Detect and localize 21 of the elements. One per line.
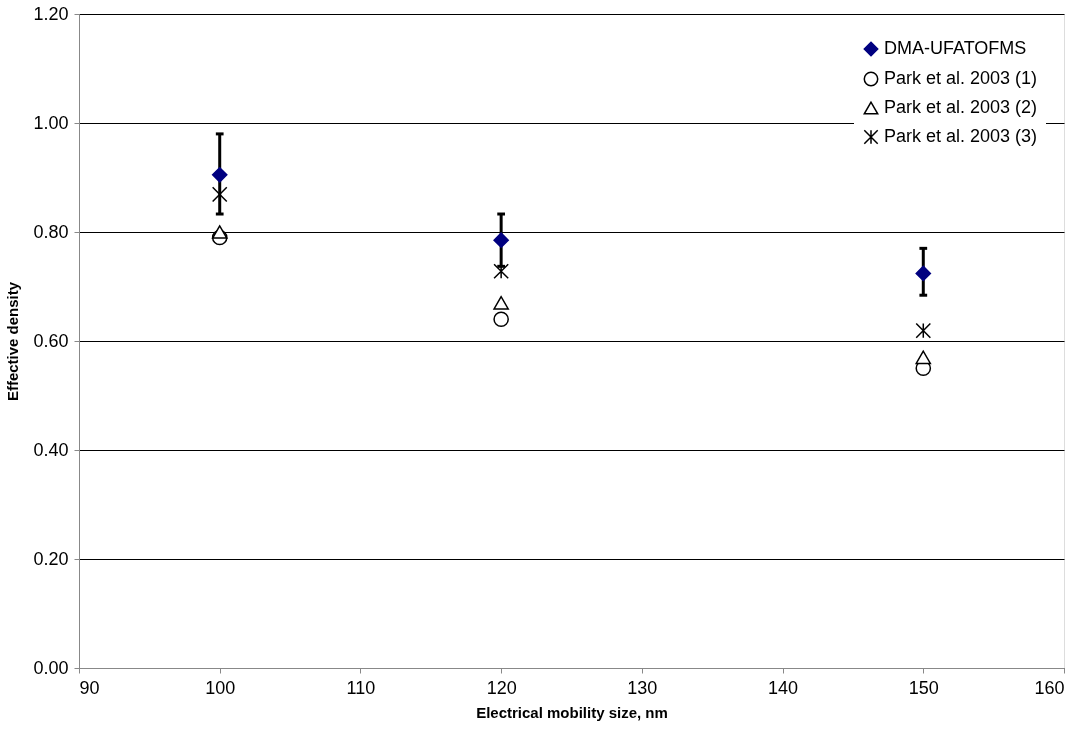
x-tick-label: 160 <box>1034 677 1065 698</box>
y-tick-label: 0.00 <box>33 657 69 678</box>
x-tick-label: 130 <box>627 677 658 698</box>
y-tick-label: 1.20 <box>33 3 69 24</box>
x-tick-label: 120 <box>486 677 517 698</box>
x-tick-label: 110 <box>346 677 376 698</box>
legend-label: Park et al. 2003 (3) <box>884 126 1038 146</box>
y-tick-label: 0.60 <box>33 330 69 351</box>
y-tick-label: 0.80 <box>33 221 69 242</box>
x-tick-label: 150 <box>908 677 939 698</box>
x-tick-label: 90 <box>79 677 100 698</box>
y-tick-label: 0.40 <box>33 439 69 460</box>
x-axis-title: Electrical mobility size, nm <box>476 703 668 721</box>
x-tick-label: 140 <box>768 677 799 698</box>
x-tick-label: 100 <box>205 677 236 698</box>
legend-label: Park et al. 2003 (2) <box>884 97 1038 117</box>
y-axis-title: Effective density <box>4 281 22 402</box>
legend-label: DMA-UFATOFMS <box>884 38 1027 58</box>
y-tick-label: 1.00 <box>33 112 69 133</box>
y-tick-label: 0.20 <box>33 548 69 569</box>
legend-label: Park et al. 2003 (1) <box>884 68 1038 88</box>
